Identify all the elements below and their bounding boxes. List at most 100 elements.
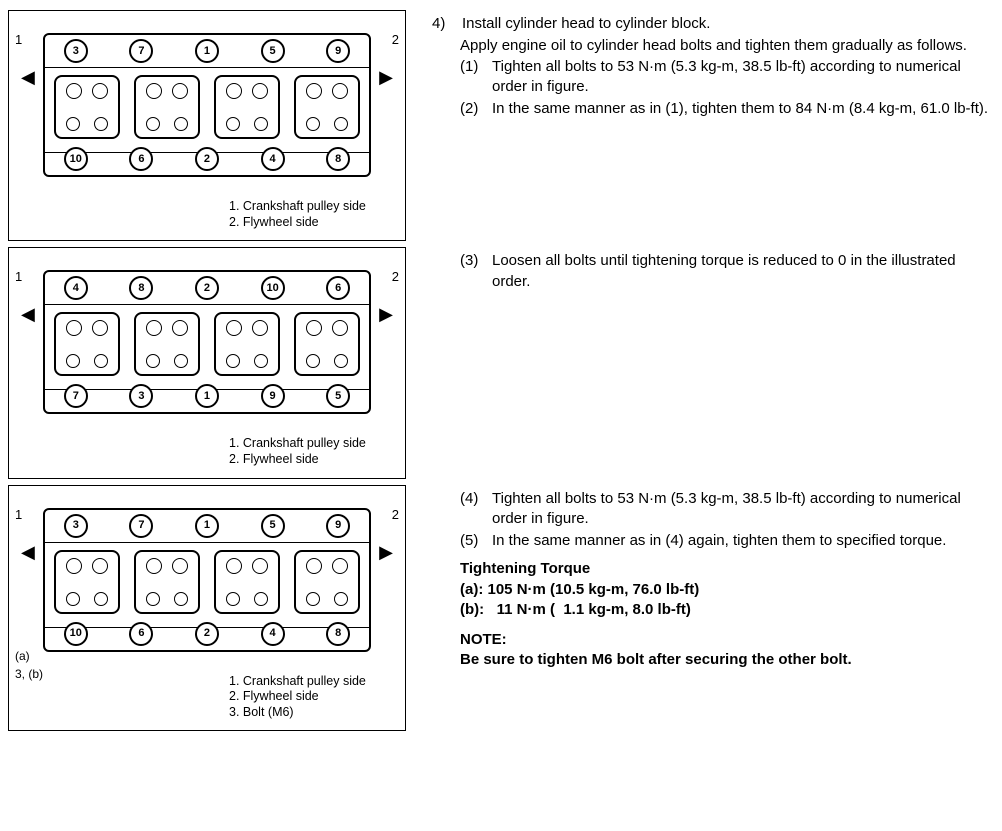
bolt: 8	[326, 147, 350, 171]
manual-page: 1 2 ◀ ▶ 3 7 1 5 9	[8, 10, 994, 731]
substep-number: (2)	[460, 99, 488, 119]
cylinder-head-diagram-3: ◀ ▶ 3 7 1 5 9	[43, 504, 371, 664]
fig3-annotation-a: (a)	[15, 648, 30, 664]
bolt: 6	[129, 622, 153, 646]
figure-2-legend: 1. Crankshaft pulley side 2. Flywheel si…	[229, 432, 395, 473]
fig2-label-left: 1	[15, 268, 22, 286]
legend-item: 2. Flywheel side	[229, 215, 387, 231]
cylinder	[54, 312, 120, 376]
fig3-label-left: 1	[15, 506, 22, 524]
bolt: 9	[261, 384, 285, 408]
figure-1-inner: ◀ ▶ 3 7 1 5 9	[9, 11, 405, 240]
substep-4: (4) Tighten all bolts to 53 N·m (5.3 kg-…	[460, 489, 994, 530]
arrow-left-icon: ◀	[21, 302, 35, 326]
cylinder-head-diagram-1: ◀ ▶ 3 7 1 5 9	[43, 29, 371, 189]
bolt: 5	[261, 39, 285, 63]
substep-3: (3) Loosen all bolts until tightening to…	[460, 251, 994, 292]
text-col-2: (3) Loosen all bolts until tightening to…	[432, 247, 994, 294]
cylinder	[214, 75, 280, 139]
bolt: 10	[64, 622, 88, 646]
legend-item: 1. Crankshaft pulley side	[229, 199, 387, 215]
cylinder	[294, 550, 360, 614]
fig3-annotation-b: 3, (b)	[15, 666, 43, 682]
bolt: 2	[195, 622, 219, 646]
cylinder	[214, 550, 280, 614]
substep-1: (1) Tighten all bolts to 53 N·m (5.3 kg-…	[460, 57, 994, 98]
legend-item: 2. Flywheel side	[229, 689, 387, 705]
figure-1: 1 2 ◀ ▶ 3 7 1 5 9	[8, 10, 406, 241]
fig1-label-left: 1	[15, 31, 22, 49]
bolt: 6	[129, 147, 153, 171]
bolt-row-top: 3 7 1 5 9	[43, 514, 371, 538]
figure-1-legend: 1. Crankshaft pulley side 2. Flywheel si…	[229, 195, 395, 236]
substep-2: (2) In the same manner as in (1), tighte…	[460, 99, 994, 119]
cylinder	[294, 312, 360, 376]
bolt: 2	[195, 276, 219, 300]
fig3-label-right: 2	[392, 506, 399, 524]
fig2-label-right: 2	[392, 268, 399, 286]
cylinder	[54, 75, 120, 139]
substep-number: (3)	[460, 251, 488, 292]
step-intro: Apply engine oil to cylinder head bolts …	[460, 36, 994, 56]
bolt: 2	[195, 147, 219, 171]
bolt: 4	[261, 622, 285, 646]
figure-2-inner: ◀ ▶ 4 8 2 10 6	[9, 248, 405, 477]
substep-text: In the same manner as in (4) again, tigh…	[492, 531, 994, 551]
row-3: 1 2 (a) 3, (b) ◀ ▶ 3 7 1 5 9	[8, 485, 994, 732]
cylinder-row	[47, 312, 367, 376]
bolt: 5	[261, 514, 285, 538]
cylinder	[54, 550, 120, 614]
substep-text: Tighten all bolts to 53 N·m (5.3 kg-m, 3…	[492, 57, 994, 98]
bolt: 3	[64, 39, 88, 63]
bolt-row-bottom: 7 3 1 9 5	[43, 384, 371, 408]
note-body: Be sure to tighten M6 bolt after securin…	[460, 650, 994, 670]
bolt: 3	[64, 514, 88, 538]
bolt: 1	[195, 384, 219, 408]
substep-number: (4)	[460, 489, 488, 530]
substep-text: In the same manner as in (1), tighten th…	[492, 99, 994, 119]
text-col-1: 4) Install cylinder head to cylinder blo…	[432, 10, 994, 121]
bolt-row-top: 3 7 1 5 9	[43, 39, 371, 63]
arrow-right-icon: ▶	[379, 302, 393, 326]
substep-number: (1)	[460, 57, 488, 98]
bolt: 9	[326, 39, 350, 63]
figure-3-inner: ◀ ▶ 3 7 1 5 9	[9, 486, 405, 731]
bolt: 4	[261, 147, 285, 171]
bolt: 3	[129, 384, 153, 408]
bolt: 10	[261, 276, 285, 300]
bolt: 1	[195, 514, 219, 538]
bolt: 10	[64, 147, 88, 171]
substep-number: (5)	[460, 531, 488, 551]
legend-item: 1. Crankshaft pulley side	[229, 436, 387, 452]
bolt: 5	[326, 384, 350, 408]
figure-3: 1 2 (a) 3, (b) ◀ ▶ 3 7 1 5 9	[8, 485, 406, 732]
bolt-row-top: 4 8 2 10 6	[43, 276, 371, 300]
bolt: 6	[326, 276, 350, 300]
cylinder	[214, 312, 280, 376]
bolt: 7	[64, 384, 88, 408]
bolt-row-bottom: 10 6 2 4 8	[43, 622, 371, 646]
tightening-torque-heading: Tightening Torque	[460, 559, 994, 579]
arrow-left-icon: ◀	[21, 65, 35, 89]
row-1: 1 2 ◀ ▶ 3 7 1 5 9	[8, 10, 994, 241]
bolt: 7	[129, 514, 153, 538]
bolt: 8	[129, 276, 153, 300]
figure-3-legend: 1. Crankshaft pulley side 2. Flywheel si…	[229, 670, 395, 727]
bolt: 8	[326, 622, 350, 646]
bolt: 7	[129, 39, 153, 63]
substep-text: Tighten all bolts to 53 N·m (5.3 kg-m, 3…	[492, 489, 994, 530]
figure-2: 1 2 ◀ ▶ 4 8 2 10 6	[8, 247, 406, 478]
arrow-right-icon: ▶	[379, 540, 393, 564]
note-heading: NOTE:	[460, 630, 994, 650]
bolt: 1	[195, 39, 219, 63]
legend-item: 1. Crankshaft pulley side	[229, 674, 387, 690]
bolt: 4	[64, 276, 88, 300]
step-title: Install cylinder head to cylinder block.	[462, 14, 994, 34]
substep-text: Loosen all bolts until tightening torque…	[492, 251, 994, 292]
cylinder	[134, 312, 200, 376]
fig1-label-right: 2	[392, 31, 399, 49]
cylinder	[134, 75, 200, 139]
row-2: 1 2 ◀ ▶ 4 8 2 10 6	[8, 247, 994, 478]
bolt: 9	[326, 514, 350, 538]
cylinder	[134, 550, 200, 614]
